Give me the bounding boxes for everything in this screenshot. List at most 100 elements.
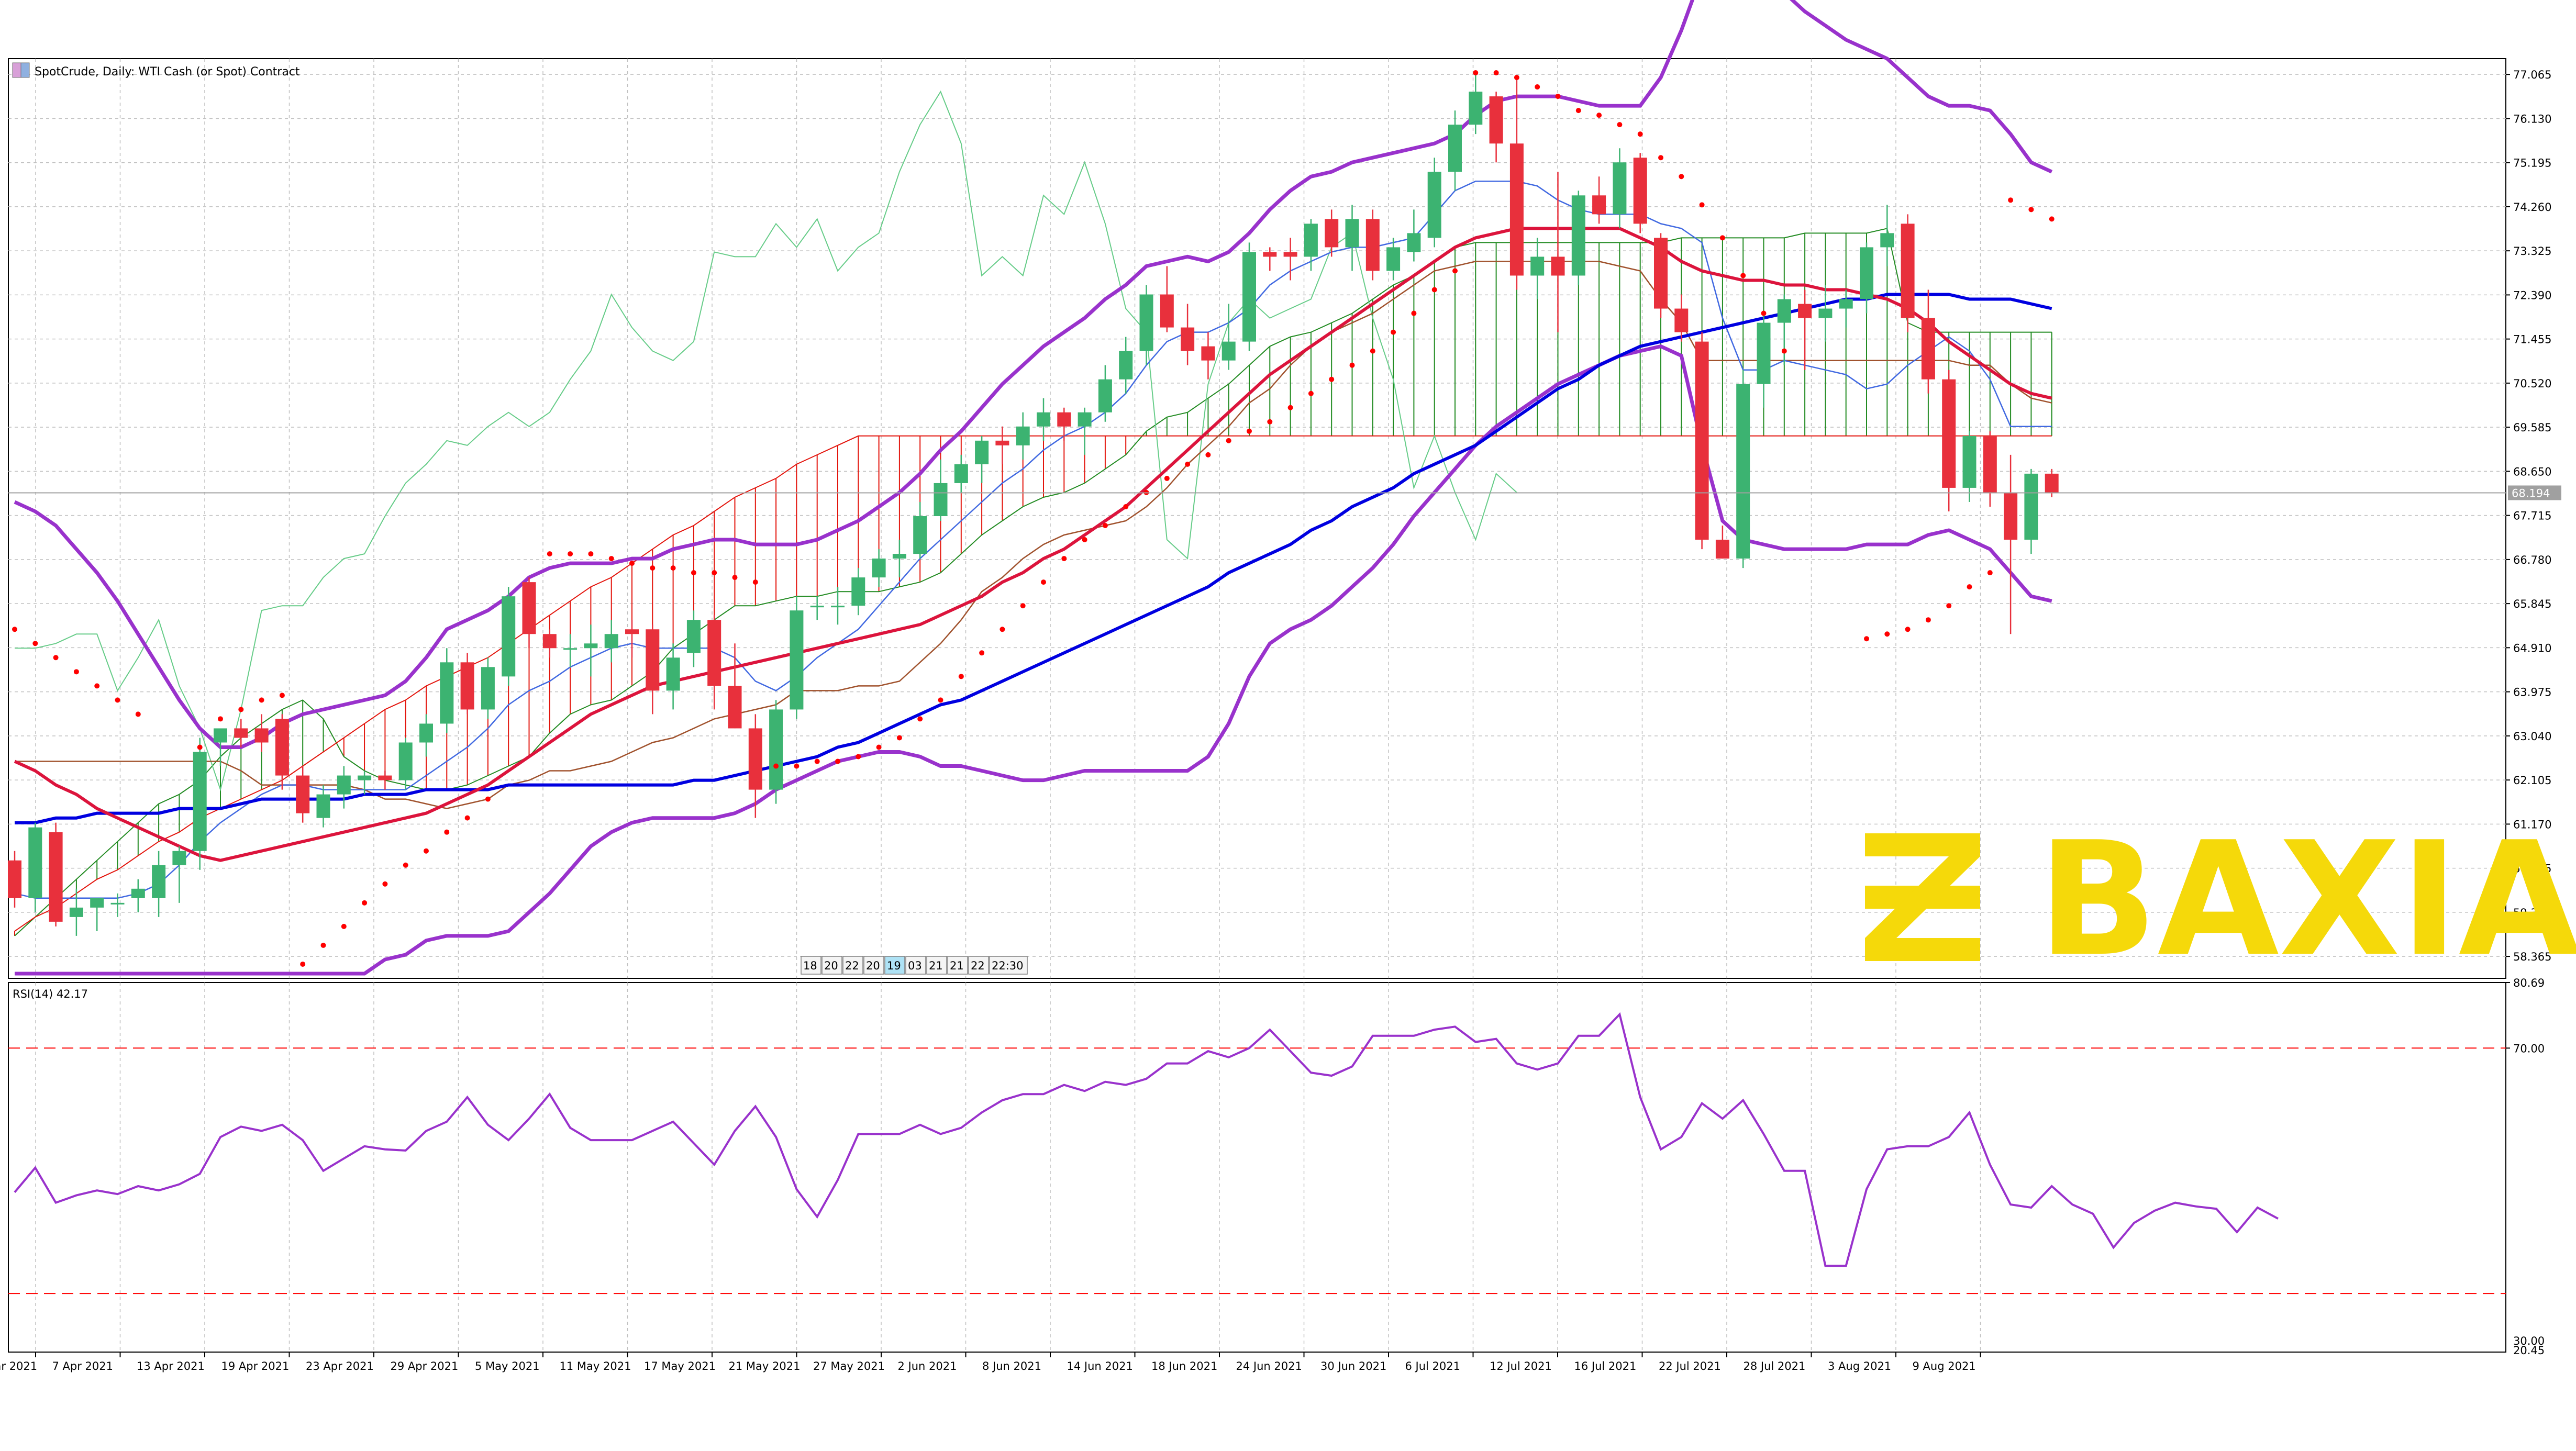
psar-dot [1905, 627, 1911, 632]
psar-dot [53, 655, 59, 661]
psar-dot [1575, 108, 1581, 114]
candle-body [1530, 256, 1545, 276]
time-tooltip-cell [801, 956, 821, 975]
date-label: 9 Aug 2021 [1913, 1360, 1976, 1372]
rsi-panel[interactable]: RSI(14) 42.17 [8, 982, 2506, 1353]
candle-body [686, 620, 701, 653]
psar-dot [732, 575, 738, 581]
candle-body [1674, 308, 1689, 332]
price-tick-label: 61.170 [2513, 818, 2551, 831]
rsi-level-lines [8, 1047, 2506, 1294]
price-panel[interactable] [8, 0, 2506, 979]
candle-body [748, 728, 762, 790]
psar-dot [1205, 452, 1211, 457]
psar-dot [773, 763, 779, 769]
psar-dot [362, 900, 368, 906]
psar-dot [1287, 405, 1293, 410]
candle-body [69, 907, 83, 917]
psar-dot [1493, 70, 1499, 76]
candle-body [522, 582, 536, 634]
date-label: 2 Jun 2021 [898, 1360, 957, 1372]
candle-body [1633, 158, 1647, 224]
candle-body [851, 577, 865, 606]
psar-dot [1370, 348, 1375, 354]
psar-dot [300, 961, 306, 967]
candle-body [49, 832, 63, 922]
candle-body [1119, 351, 1133, 380]
psar-dot [1535, 84, 1540, 90]
date-label: 31 Mar 2021 [0, 1360, 37, 1372]
candle-body [1386, 247, 1401, 271]
candle-body [1304, 224, 1318, 257]
psar-dot [1431, 287, 1437, 293]
date-axis: 31 Mar 2021 7 Apr 2021 13 Apr 2021 19 Apr 2… [0, 1352, 1981, 1372]
candle-body [1695, 341, 1709, 540]
psar-dot [876, 744, 882, 750]
psar-dot [1781, 348, 1787, 354]
price-tick-label: 68.650 [2513, 465, 2551, 478]
candle-body [1407, 233, 1421, 252]
psar-dot [1884, 631, 1890, 637]
candle-body [1160, 294, 1174, 328]
candle-body [1181, 327, 1195, 351]
psar-dot [670, 565, 676, 571]
psar-dot [938, 697, 943, 703]
price-tick-label: 67.715 [2513, 510, 2551, 522]
window-title: SpotCrude, Daily: WTI Cash (or Spot) Con… [12, 62, 300, 79]
date-label: 17 May 2021 [644, 1360, 716, 1372]
rsi-label: RSI(14) 42.17 [13, 988, 88, 1000]
candle-body [1489, 96, 1503, 144]
psar-dot [1555, 94, 1561, 99]
candle-body [1242, 252, 1256, 342]
candle-body [584, 643, 598, 649]
psar-dot [1061, 556, 1067, 562]
candle-body [892, 554, 906, 559]
candles [8, 73, 2059, 936]
candle-body [1962, 436, 1977, 488]
psar-dot [485, 796, 491, 802]
candle-body [1757, 322, 1771, 384]
date-label: 24 Jun 2021 [1236, 1360, 1302, 1372]
candle-body [913, 516, 927, 554]
psar-dot [1123, 504, 1129, 509]
psar-dot [1925, 617, 1931, 623]
price-panel-frame [8, 58, 2506, 979]
psar-dot [135, 711, 141, 717]
candle-body [995, 440, 1009, 445]
candle-body [1448, 125, 1462, 172]
bollinger-lower-band [15, 344, 2052, 976]
candle-body [440, 662, 454, 724]
psar-dot [238, 707, 244, 712]
candle-body [1427, 172, 1441, 238]
psar-dot [1349, 362, 1355, 368]
time-tooltip-cell [821, 956, 842, 975]
psar-dot [1679, 174, 1684, 180]
candle-body [646, 629, 660, 691]
candle-body [1860, 247, 1873, 299]
candle-body [1037, 412, 1050, 427]
psar-dot [1329, 376, 1335, 382]
date-label: 8 Jun 2021 [982, 1360, 1041, 1372]
candle-body [707, 620, 721, 686]
psar-dot [1164, 475, 1170, 481]
baxia-logo-text: BAXIA [2038, 808, 2576, 991]
psar-dot [1308, 390, 1314, 396]
rsi-tick-label: 80.69 [2513, 977, 2545, 989]
psar-dot [1247, 428, 1252, 434]
candle-body [2024, 473, 2038, 540]
candle-body [172, 851, 186, 865]
candle-body [398, 742, 413, 780]
psar-dot [424, 848, 429, 854]
candle-body [1263, 252, 1277, 257]
psar-dot [691, 570, 696, 576]
time-tooltip-cell [968, 956, 989, 975]
psar-dot [218, 716, 223, 722]
psar-dot [794, 763, 800, 769]
candle-body [502, 596, 516, 677]
baxia-logo-icon [1865, 833, 1980, 961]
candle-body [378, 775, 392, 780]
time-tooltip-label: 21 [950, 959, 964, 972]
candle-body [975, 440, 989, 464]
chart-window-icon [12, 62, 30, 78]
